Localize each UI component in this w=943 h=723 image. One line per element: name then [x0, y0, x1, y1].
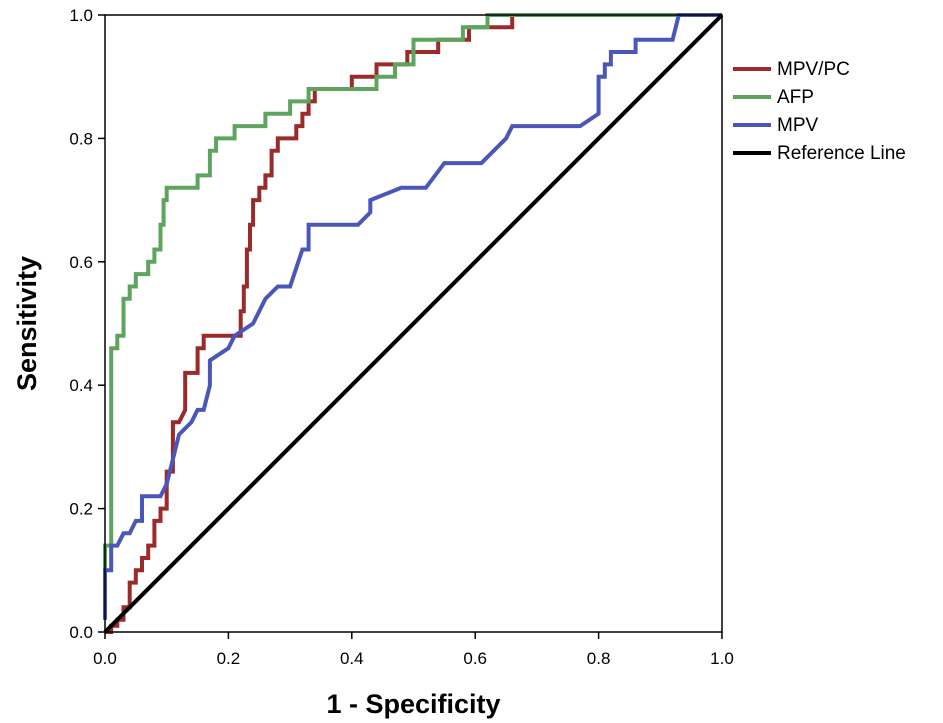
series-line-afp — [103, 13, 722, 608]
legend-label-mpv-pc: MPV/PC — [777, 59, 850, 80]
y-tick-label: 0.0 — [69, 623, 93, 642]
plot-frame — [104, 14, 723, 633]
legend-label-reference-line: Reference Line — [777, 143, 906, 164]
legend: MPV/PC AFP MPV Reference Line — [733, 59, 906, 164]
x-tick-label: 0.0 — [93, 649, 117, 668]
y-tick-label: 0.4 — [69, 376, 93, 395]
x-tick-label: 0.2 — [217, 649, 241, 668]
x-tick-label: 1.0 — [710, 649, 734, 668]
series-line-reference-line — [103, 13, 724, 634]
legend-label-afp: AFP — [777, 87, 814, 108]
x-axis-title: 1 - Specificity — [326, 689, 500, 719]
series-line-mpv — [103, 13, 722, 620]
x-tick-label: 0.6 — [463, 649, 487, 668]
y-tick-label: 0.8 — [69, 129, 93, 148]
legend-label-mpv: MPV — [777, 115, 819, 136]
x-tick-label: 0.4 — [340, 649, 364, 668]
x-tick-label: 0.8 — [587, 649, 611, 668]
series-line-mpv-pc — [105, 13, 722, 634]
y-axis-title: Sensitivity — [12, 256, 42, 391]
y-tick-label: 0.2 — [69, 500, 93, 519]
y-tick-label: 1.0 — [69, 6, 93, 25]
series-layer — [103, 13, 724, 634]
y-tick-label: 0.6 — [69, 253, 93, 272]
axis-layer: 0.0 0.2 0.4 0.6 0.8 1.0 0.0 0.2 0.4 0.6 0.8 1.0 — [69, 6, 733, 668]
